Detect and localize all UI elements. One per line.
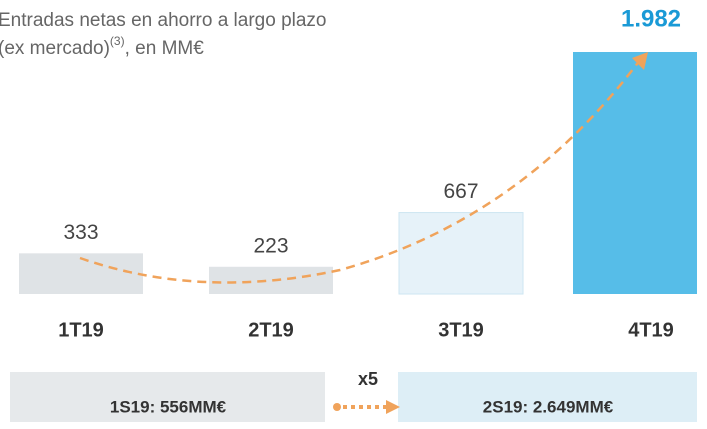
chart-subtitle: (ex mercado)(3), en MM€: [0, 34, 204, 59]
multiplier: x5: [358, 369, 378, 389]
subtitle-text: (ex mercado): [0, 38, 110, 59]
bar: [209, 266, 333, 294]
trend-arrow: [79, 59, 641, 284]
summary-label: 1S19: 556MM€: [110, 397, 227, 416]
arrow-head: [386, 400, 400, 414]
summary-box: [10, 372, 325, 422]
arrow-dot: [333, 403, 341, 411]
subtitle-suffix: , en MM€: [125, 38, 205, 59]
bars: 333 1T19 223 2T19 667 3T19 1.982 4T19: [19, 5, 697, 341]
x-tick-label: 2T19: [248, 319, 294, 341]
value-label: 667: [443, 180, 478, 203]
chart-title: Entradas netas en ahorro a largo plazo: [0, 10, 327, 31]
summary-box: [398, 372, 697, 422]
bar: [19, 253, 143, 294]
trend-arrow-head: [632, 52, 648, 70]
summary-label: 2S19: 2.649MM€: [483, 397, 614, 416]
x-tick-label: 4T19: [628, 319, 674, 341]
bar: [398, 212, 524, 295]
value-label: 223: [253, 234, 288, 257]
subtitle-note: (3): [110, 34, 125, 48]
value-label: 1.982: [621, 5, 681, 32]
bar: [573, 52, 697, 294]
x-tick-label: 3T19: [438, 319, 484, 341]
x-tick-label: 1T19: [58, 319, 104, 341]
value-label: 333: [63, 221, 98, 244]
